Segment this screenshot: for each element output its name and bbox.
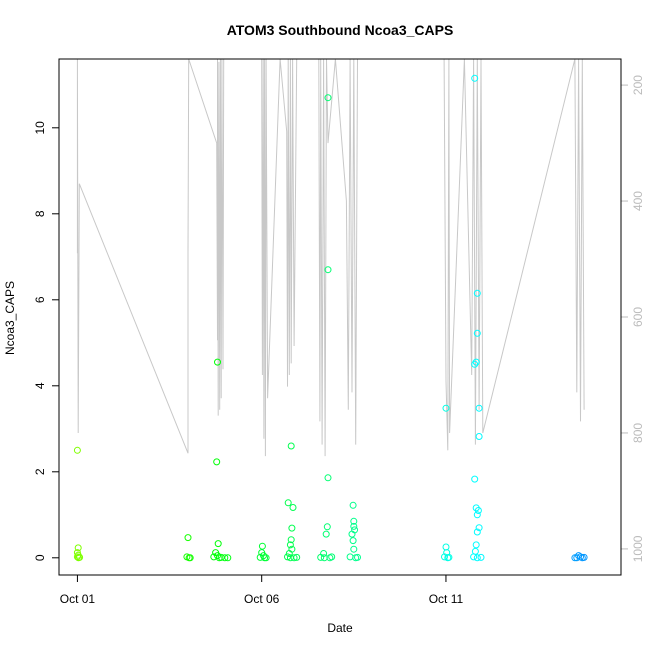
data-point [262, 554, 270, 562]
data-point [349, 537, 357, 545]
data-point [473, 329, 481, 337]
data-point [324, 266, 332, 274]
y-axis-label: Ncoa3_CAPS [3, 281, 17, 355]
data-point [475, 433, 483, 440]
data-point [214, 540, 222, 548]
y-tick-label: 10 [33, 121, 47, 135]
data-point [328, 553, 336, 561]
data-point [287, 536, 295, 544]
data-point [441, 553, 448, 561]
data-point [285, 550, 293, 557]
data-point [284, 553, 291, 561]
x-tick-label: Oct 01 [60, 592, 96, 606]
data-point [580, 553, 588, 561]
plot-frame [58, 58, 622, 576]
data-point [351, 526, 359, 534]
data-point [442, 404, 450, 412]
data-point [324, 474, 332, 482]
x-axis-label: Date [327, 621, 353, 635]
data-point [287, 442, 295, 450]
data-point [293, 553, 301, 561]
data-point [354, 553, 361, 561]
chart-title: ATOM3 Southbound Ncoa3_CAPS [227, 22, 454, 38]
line-series-layer [76, 58, 585, 457]
data-point [284, 499, 292, 507]
right-axis-tick-label: 200 [631, 75, 645, 95]
right-axis-tick-label: 600 [631, 307, 645, 327]
data-point [317, 553, 325, 561]
data-point [74, 544, 82, 552]
y-tick-label: 0 [33, 554, 47, 561]
data-point [322, 530, 330, 538]
data-point [472, 358, 480, 366]
right-axis-tick-label: 1000 [631, 535, 645, 562]
data-point [324, 94, 332, 102]
x-tick-label: Oct 11 [429, 592, 464, 606]
data-point [473, 289, 481, 297]
data-point [184, 534, 192, 542]
data-point [475, 404, 483, 412]
data-point [286, 541, 294, 549]
data-point [350, 517, 358, 525]
y-tick-label: 2 [33, 468, 47, 475]
data-point [214, 358, 221, 366]
data-point [470, 553, 478, 561]
data-point [445, 553, 453, 561]
data-point [473, 554, 481, 562]
data-point [186, 554, 194, 562]
y-tick-label: 6 [33, 296, 47, 303]
data-point [290, 554, 298, 562]
y-tick-label: 8 [33, 210, 47, 217]
data-point [471, 74, 479, 82]
x-tick-label: Oct 06 [244, 592, 280, 606]
data-point [289, 504, 297, 511]
data-point [473, 528, 481, 536]
y-tick-label: 4 [33, 382, 47, 389]
data-point [73, 446, 81, 454]
data-point [323, 523, 331, 531]
data-point [475, 524, 483, 532]
data-point [221, 554, 229, 562]
data-point [214, 552, 221, 560]
data-point [471, 475, 479, 483]
data-point [224, 554, 232, 562]
right-axis-tick-label: 800 [631, 423, 645, 443]
data-point [349, 501, 357, 509]
data-point [350, 545, 358, 553]
data-point [350, 522, 358, 530]
data-point [288, 524, 296, 532]
data-point [213, 458, 221, 466]
data-point [571, 554, 579, 562]
right-axis-line-series [76, 58, 585, 457]
data-point [473, 511, 481, 519]
points-layer [73, 74, 588, 562]
data-point [477, 553, 485, 561]
data-point [217, 553, 225, 561]
data-point [472, 541, 480, 549]
right-axis-tick-label: 400 [631, 191, 645, 211]
data-point [76, 553, 84, 561]
data-point [474, 507, 482, 514]
